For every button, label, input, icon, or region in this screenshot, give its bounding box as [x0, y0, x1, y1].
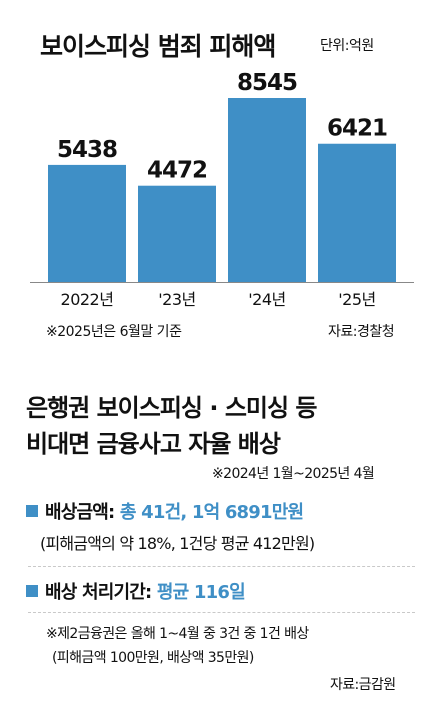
data-label-2: 8545 — [237, 70, 297, 96]
data-label-0: 5438 — [57, 137, 117, 163]
period-note: ※2024년 1월~2025년 4월 — [212, 466, 375, 482]
compensation-value: 총 41건, 1억 6891만원 — [119, 502, 304, 523]
chart-source: 자료:경찰청 — [328, 324, 395, 340]
processing-row: 배상 처리기간: 평균 116일 — [45, 578, 246, 604]
compensation-detail: (피해금액의 약 18%, 1건당 평균 412만원) — [40, 534, 315, 553]
category-label-3: '25년 — [338, 290, 375, 309]
processing-bullet — [26, 585, 38, 597]
secondary-note-line1: ※제2금융권은 올해 1~4월 중 3건 중 1건 배상 — [46, 626, 309, 642]
chart-footnote: ※2025년은 6월말 기준 — [46, 324, 182, 340]
chart-title: 보이스피싱 범죄 피해액 — [40, 32, 276, 61]
unit-label: 단위:억원 — [320, 38, 374, 54]
secondary-note-line2: (피해금액 100만원, 배상액 35만원) — [52, 650, 254, 666]
processing-value: 평균 116일 — [156, 582, 246, 603]
section-source: 자료:금감원 — [330, 677, 396, 693]
data-label-1: 4472 — [147, 158, 207, 184]
bar-2 — [228, 98, 306, 282]
bar-1 — [138, 185, 216, 282]
bar-3 — [318, 143, 396, 282]
bar-0 — [48, 164, 126, 282]
category-label-1: '23년 — [158, 290, 195, 309]
bar-chart: 5438 2022년 4472 '23년 8545 '24년 6421 '25년 — [30, 70, 414, 309]
section-title-line2: 비대면 금융사고 자율 배상 — [26, 430, 281, 458]
compensation-label: 배상금액: — [45, 502, 115, 523]
compensation-bullet — [26, 505, 38, 517]
section-title-line1: 은행권 보이스피싱 · 스미싱 등 — [26, 394, 317, 422]
divider-1 — [28, 566, 415, 567]
data-label-3: 6421 — [327, 116, 387, 142]
category-label-0: 2022년 — [61, 290, 114, 309]
processing-label: 배상 처리기간: — [45, 582, 152, 603]
category-label-2: '24년 — [248, 290, 285, 309]
divider-2 — [28, 612, 415, 613]
compensation-row: 배상금액: 총 41건, 1억 6891만원 — [45, 498, 304, 524]
